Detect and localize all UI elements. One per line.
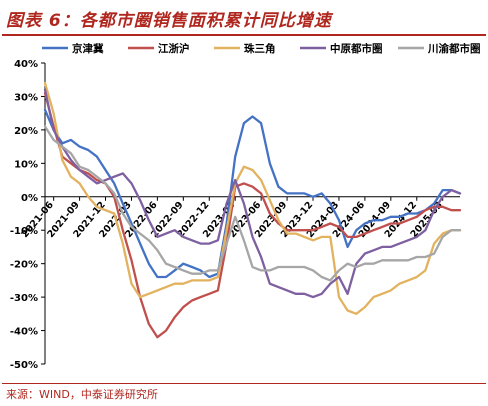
legend-label-1: 江浙沪 [158,42,190,55]
line-chart: 京津冀 江浙沪 珠三角 中原都市圈 川渝都市圈 -50% -40% -30% -20% -10%… [10,42,481,371]
series-line-3 [43,88,462,299]
source-note: 来源：WIND，中泰证券研究所 [6,388,158,401]
y-tick-label: 0% [21,193,38,204]
x-axis: 2021-062021-092021-122022-032022-062022-… [19,196,460,240]
y-tick-label: 30% [14,92,38,103]
legend-label-3: 中原都市圈 [330,42,383,55]
y-tick-label: -10% [10,226,38,237]
y-tick-label: -20% [10,260,38,271]
series-line-0 [43,108,462,279]
legend-label-0: 京津冀 [72,42,104,55]
legend: 京津冀 江浙沪 珠三角 中原都市圈 川渝都市圈 [42,42,481,55]
y-tick-label: -30% [10,293,38,304]
y-axis: -50% -40% -30% -20% -10% 0% 10% 20% 30% 40% [10,59,46,371]
series-line-4 [43,125,462,282]
y-tick-label: -40% [10,327,38,338]
footer-rule [2,383,486,384]
y-tick-label: -50% [10,360,38,371]
chart-title: 图表 6：各都市圈销售面积累计同比增速 [6,11,332,31]
series-layer [43,81,462,339]
title-bar: 图表 6：各都市圈销售面积累计同比增速 [0,0,488,36]
legend-label-4: 川渝都市圈 [427,42,481,55]
legend-label-2: 珠三角 [244,42,276,55]
y-tick-label: 40% [14,59,38,70]
series-line-2 [43,81,462,315]
y-tick-label: 10% [14,159,38,170]
title-rule [2,34,486,36]
y-tick-label: 20% [14,126,38,137]
series-line-1 [43,91,462,339]
